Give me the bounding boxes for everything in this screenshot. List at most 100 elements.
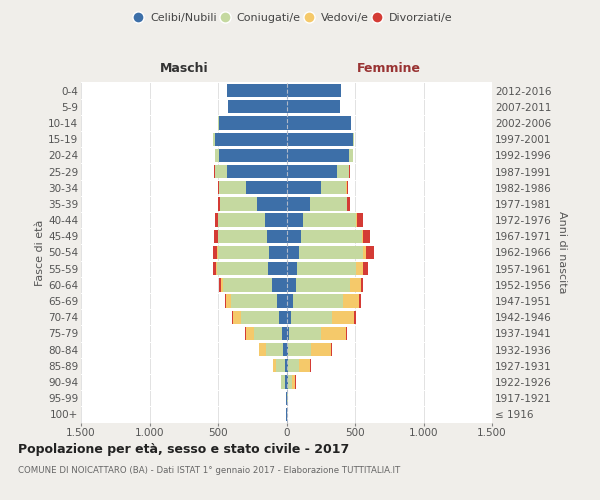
Bar — [291, 310, 332, 324]
Bar — [288, 359, 299, 372]
Bar — [322, 181, 346, 194]
Bar — [254, 327, 282, 340]
Bar — [301, 230, 362, 243]
Bar — [331, 343, 332, 356]
Bar — [287, 198, 310, 210]
Bar — [355, 310, 356, 324]
Bar — [280, 310, 287, 324]
Bar — [287, 84, 341, 97]
Y-axis label: Fasce di età: Fasce di età — [35, 220, 45, 286]
Bar — [218, 246, 269, 259]
Bar — [347, 198, 350, 210]
Bar — [363, 246, 366, 259]
Bar — [287, 262, 297, 276]
Bar — [218, 198, 220, 210]
Bar — [273, 359, 276, 372]
Bar — [281, 376, 285, 388]
Bar — [363, 230, 370, 243]
Bar — [287, 100, 340, 114]
Bar — [215, 132, 287, 146]
Bar — [366, 246, 374, 259]
Bar — [287, 116, 350, 130]
Bar — [218, 214, 265, 227]
Bar — [321, 327, 346, 340]
Bar — [218, 181, 219, 194]
Bar — [357, 214, 363, 227]
Bar — [232, 294, 277, 308]
Bar — [311, 343, 331, 356]
Bar — [223, 278, 272, 291]
Bar — [287, 230, 301, 243]
Bar — [214, 246, 217, 259]
Bar — [214, 165, 215, 178]
Bar — [293, 294, 343, 308]
Bar — [232, 310, 233, 324]
Bar — [269, 246, 287, 259]
Bar — [215, 165, 227, 178]
Bar — [349, 165, 350, 178]
Bar — [218, 278, 221, 291]
Bar — [299, 359, 310, 372]
Bar — [310, 198, 347, 210]
Bar — [361, 278, 364, 291]
Bar — [227, 165, 287, 178]
Bar — [215, 262, 217, 276]
Text: COMUNE DI NOICATTARO (BA) - Dati ISTAT 1° gennaio 2017 - Elaborazione TUTTITALIA: COMUNE DI NOICATTARO (BA) - Dati ISTAT 1… — [18, 466, 400, 475]
Bar — [218, 148, 287, 162]
Bar — [297, 262, 356, 276]
Bar — [217, 246, 218, 259]
Bar — [257, 198, 287, 210]
Bar — [215, 148, 218, 162]
Bar — [299, 246, 363, 259]
Bar — [245, 327, 254, 340]
Bar — [287, 181, 322, 194]
Bar — [356, 214, 357, 227]
Text: Femmine: Femmine — [357, 62, 421, 75]
Bar — [276, 359, 285, 372]
Bar — [349, 148, 353, 162]
Bar — [226, 294, 232, 308]
Bar — [259, 343, 266, 356]
Bar — [287, 246, 299, 259]
Bar — [288, 392, 289, 405]
Bar — [337, 165, 349, 178]
Bar — [287, 278, 296, 291]
Bar — [287, 294, 293, 308]
Bar — [287, 376, 288, 388]
Bar — [343, 294, 359, 308]
Bar — [227, 84, 287, 97]
Bar — [221, 278, 223, 291]
Bar — [277, 294, 287, 308]
Bar — [220, 181, 246, 194]
Bar — [289, 343, 311, 356]
Bar — [285, 359, 287, 372]
Bar — [287, 310, 291, 324]
Bar — [212, 262, 215, 276]
Bar — [287, 148, 349, 162]
Bar — [220, 198, 257, 210]
Bar — [246, 181, 287, 194]
Bar — [272, 278, 287, 291]
Bar — [287, 214, 302, 227]
Text: Popolazione per età, sesso e stato civile - 2017: Popolazione per età, sesso e stato civil… — [18, 442, 349, 456]
Bar — [215, 214, 218, 227]
Bar — [287, 165, 337, 178]
Bar — [287, 359, 288, 372]
Bar — [347, 181, 349, 194]
Bar — [283, 343, 287, 356]
Bar — [350, 278, 361, 291]
Bar — [364, 262, 368, 276]
Bar — [218, 230, 268, 243]
Bar — [356, 262, 364, 276]
Bar — [282, 327, 287, 340]
Bar — [288, 376, 292, 388]
Bar — [266, 343, 283, 356]
Bar — [224, 294, 226, 308]
Bar — [268, 230, 287, 243]
Bar — [296, 278, 350, 291]
Bar — [292, 376, 295, 388]
Bar — [359, 294, 361, 308]
Y-axis label: Anni di nascita: Anni di nascita — [557, 211, 567, 294]
Legend: Celibi/Nubili, Coniugati/e, Vedovi/e, Divorziati/e: Celibi/Nubili, Coniugati/e, Vedovi/e, Di… — [131, 8, 457, 28]
Bar — [289, 327, 321, 340]
